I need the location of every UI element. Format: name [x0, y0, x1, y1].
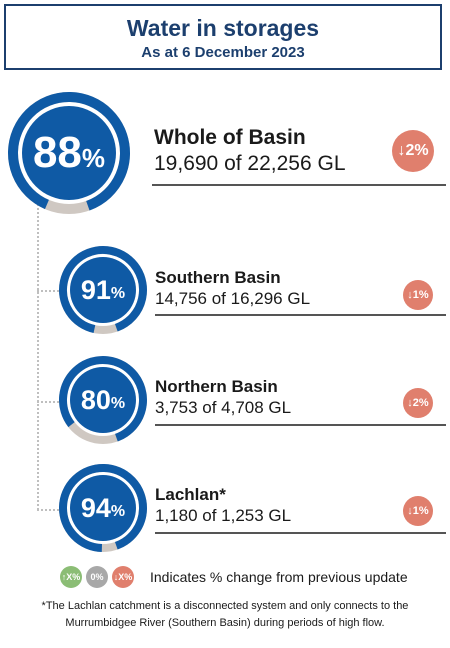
ring-center	[70, 367, 136, 433]
connector-southern	[37, 290, 59, 292]
lachlan-label: Lachlan* 1,180 of 1,253 GL	[155, 485, 291, 526]
whole-basin-ring: 88%	[7, 91, 131, 215]
percent-symbol: %	[110, 394, 126, 412]
percent-symbol: %	[110, 284, 126, 302]
region-name: Lachlan*	[155, 485, 226, 504]
change-value: ↓2%	[407, 397, 429, 409]
storage-volume: 1,180 of 1,253 GL	[155, 506, 292, 525]
ring-graphic	[58, 246, 147, 334]
southern-basin-percent: 91%	[58, 245, 148, 335]
ring-fill-arc	[58, 246, 147, 334]
divider-rule	[152, 184, 446, 186]
northern-basin-percent: 80%	[58, 355, 148, 445]
region-name: Southern Basin	[155, 268, 281, 287]
percent-symbol: %	[81, 143, 106, 173]
storage-volume: 3,753 of 4,708 GL	[155, 398, 292, 417]
whole-basin-percent: 88%	[7, 91, 131, 215]
storage-volume: 19,690 of 22,256 GL	[154, 152, 346, 175]
ring-center	[70, 475, 136, 541]
change-badge: ↓2%	[403, 388, 433, 418]
connector-vertical	[37, 196, 39, 510]
ring-graphic	[59, 464, 147, 552]
ring-graphic	[8, 92, 131, 214]
ring-graphic	[59, 355, 147, 444]
header: Water in storages As at 6 December 2023	[4, 4, 442, 70]
legend-text: Indicates % change from previous update	[150, 569, 408, 585]
increase-label: ↑X%	[61, 572, 81, 582]
change-value: ↓1%	[407, 289, 429, 301]
change-badge: ↓1%	[403, 280, 433, 310]
decrease-label: ↓X%	[113, 572, 133, 582]
connector-northern	[37, 401, 59, 403]
ring-center	[22, 106, 116, 200]
ring-center	[70, 257, 136, 323]
change-value: ↓2%	[397, 142, 429, 159]
southern-basin-label: Southern Basin 14,756 of 16,296 GL	[155, 268, 310, 309]
storage-volume: 14,756 of 16,296 GL	[155, 289, 311, 308]
northern-basin-ring: 80%	[58, 355, 148, 445]
change-badge: ↓1%	[403, 496, 433, 526]
change-value: ↓1%	[407, 505, 429, 517]
page-title: Water in storages	[126, 15, 320, 41]
percent-value: 88	[32, 128, 82, 177]
lachlan-ring: 94%	[58, 463, 148, 553]
region-name: Northern Basin	[155, 377, 278, 396]
divider-rule	[155, 424, 446, 426]
whole-basin-label: Whole of Basin 19,690 of 22,256 GL	[154, 126, 346, 176]
southern-basin-ring: 91%	[58, 245, 148, 335]
increase-badge-icon: ↑X%	[60, 566, 82, 588]
ring-fill-arc	[59, 464, 147, 552]
percent-value: 80	[80, 384, 111, 415]
percent-value: 94	[80, 492, 111, 523]
percent-value: 91	[80, 274, 111, 305]
change-badge: ↓2%	[392, 130, 434, 172]
region-name: Whole of Basin	[154, 126, 306, 149]
divider-rule	[155, 532, 446, 534]
footnote: *The Lachlan catchment is a disconnected…	[41, 600, 409, 629]
nochange-label: 0%	[90, 572, 104, 582]
divider-rule	[155, 314, 446, 316]
northern-basin-label: Northern Basin 3,753 of 4,708 GL	[155, 377, 291, 418]
nochange-badge-icon: 0%	[86, 566, 108, 588]
legend: ↑X% 0% ↓X% Indicates % change from previ…	[60, 564, 408, 590]
page-subtitle: As at 6 December 2023	[141, 44, 305, 61]
connector-lachlan	[37, 509, 59, 511]
percent-symbol: %	[110, 502, 126, 520]
ring-fill-arc	[8, 92, 131, 214]
lachlan-percent: 94%	[58, 463, 148, 553]
decrease-badge-icon: ↓X%	[112, 566, 134, 588]
